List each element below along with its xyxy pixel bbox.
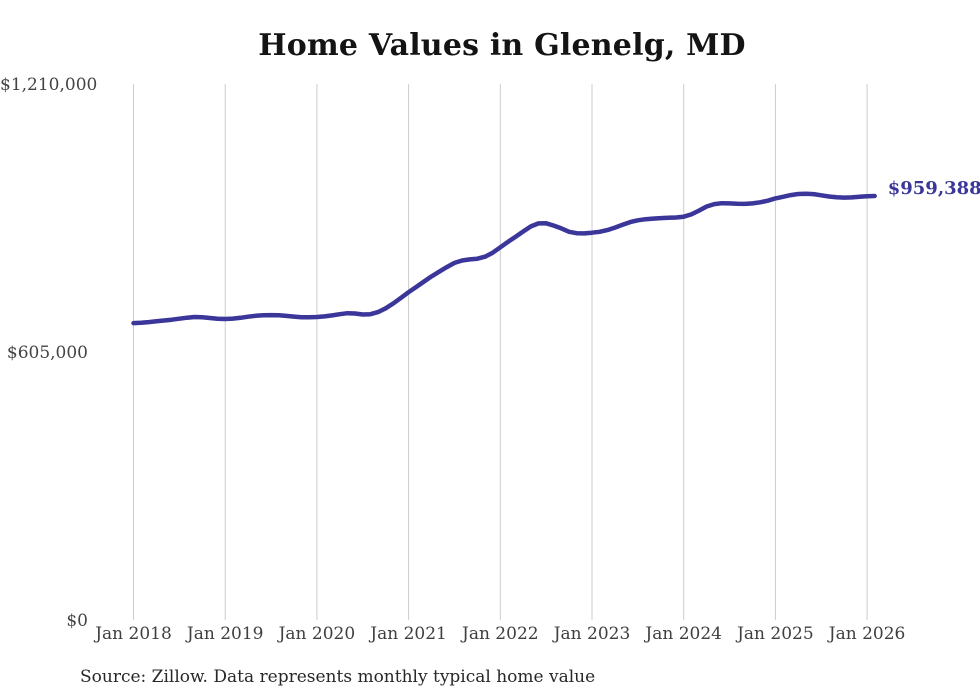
chart-title: Home Values in Glenelg, MD [258, 28, 746, 63]
x-axis-tick-label: Jan 2018 [95, 624, 172, 644]
value-line [131, 191, 877, 326]
x-axis-tick-label: Jan 2023 [553, 624, 631, 644]
x-axis-tick-label: Jan 2021 [370, 624, 447, 644]
x-axis-tick-label: Jan 2024 [645, 624, 722, 644]
y-axis-tick-label: $1,210,000 [0, 75, 98, 95]
y-axis-tick-label: $605,000 [6, 343, 88, 363]
x-axis-tick-label: Jan 2019 [186, 624, 264, 644]
y-axis-tick-label: $0 [66, 611, 88, 631]
x-axis-tick-label: Jan 2020 [278, 624, 356, 644]
gridlines [133, 84, 868, 620]
current-value-label: $959,388 [887, 178, 980, 199]
source-note: Source: Zillow. Data represents monthly … [80, 667, 596, 687]
x-axis-tick-label: Jan 2022 [462, 624, 539, 644]
x-axis-tick-label: Jan 2025 [737, 624, 814, 644]
x-axis-tick-label: Jan 2026 [828, 624, 906, 644]
